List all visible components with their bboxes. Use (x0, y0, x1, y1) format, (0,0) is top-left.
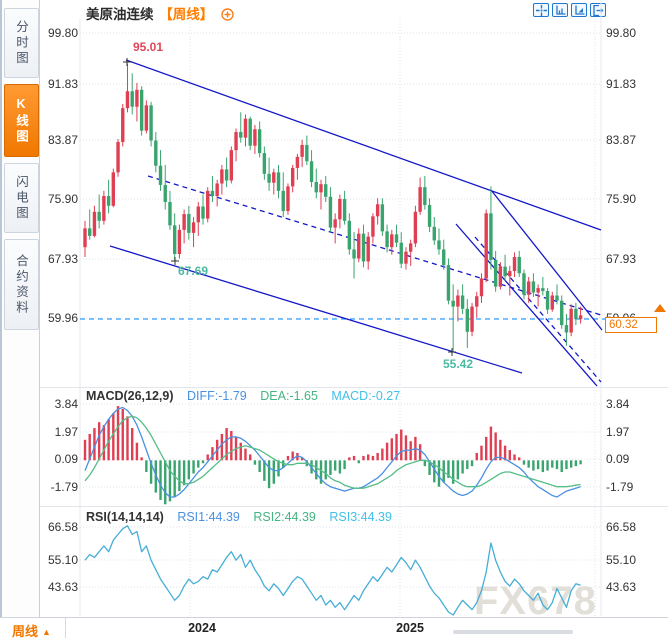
circle-plus-icon[interactable] (221, 8, 234, 24)
current-price-tag: 60.32 (605, 317, 657, 333)
axis-label: 1.97 (606, 425, 630, 439)
chart-title: 美原油连续 【周线】 (86, 3, 234, 24)
period-label: 【周线】 (159, 7, 214, 22)
axis-label: 55.10 (606, 553, 637, 567)
bottom-bar-divider (65, 618, 66, 638)
axis-play-icon[interactable] (571, 3, 587, 17)
axis-label: -1.79 (606, 480, 634, 494)
x-axis-label-2025: 2025 (396, 621, 424, 635)
axis-label: 75.90 (606, 192, 637, 206)
axis-label: 83.87 (606, 133, 637, 147)
sidebar-item-timeline-chart[interactable]: 分时图 (4, 8, 39, 78)
axis-label: 43.63 (606, 580, 637, 594)
axis-label: 66.58 (606, 520, 637, 534)
rsi-header: RSI(14,14,14) RSI1:44.39 RSI2:44.39 RSI3… (86, 510, 392, 524)
macd-dea-value: DEA:-1.65 (260, 389, 318, 403)
bottom-bar: 周线 ▲ 2024 2025 (0, 617, 668, 638)
period-selector[interactable]: 周线 ▲ (12, 624, 51, 638)
sidebar-item-contract-info[interactable]: 合约资料 (4, 239, 39, 330)
axis-label: 43.63 (47, 580, 78, 594)
rsi3-value: RSI3:44.39 (329, 510, 392, 524)
rsi-title: RSI(14,14,14) (86, 510, 164, 524)
axis-label: 3.84 (606, 397, 630, 411)
rsi2-value: RSI2:44.39 (253, 510, 316, 524)
price-annotation: 55.42 (443, 357, 473, 371)
sidebar: 分时图 K线图 闪电图 合约资料 (0, 0, 40, 617)
axis-label: 99.80 (47, 26, 78, 40)
macd-header: MACD(26,12,9) DIFF:-1.79 DEA:-1.65 MACD:… (86, 389, 400, 403)
grid-lines (79, 0, 602, 616)
axis-label: 55.10 (47, 553, 78, 567)
period-dropdown-arrow-icon: ▲ (42, 627, 51, 637)
sidebar-item-kline-chart[interactable]: K线图 (4, 84, 39, 157)
axis-range-icon[interactable] (552, 3, 568, 17)
horizontal-scrollbar[interactable] (453, 630, 573, 634)
price-series (83, 63, 583, 616)
axis-label: 1.97 (54, 425, 78, 439)
crosshair-icon[interactable] (533, 3, 549, 17)
price-annotation: 67.69 (178, 264, 208, 278)
panel-separator (40, 506, 668, 507)
axis-label: 59.96 (47, 311, 78, 325)
axis-label: 99.80 (606, 26, 637, 40)
exit-chart-icon[interactable] (590, 3, 606, 17)
symbol-name: 美原油连续 (86, 7, 154, 22)
axis-label: 66.58 (47, 520, 78, 534)
price-annotation: 95.01 (133, 40, 163, 54)
rsi1-value: RSI1:44.39 (177, 510, 240, 524)
macd-macd-value: MACD:-0.27 (331, 389, 401, 403)
axis-label: 67.93 (606, 252, 637, 266)
sidebar-item-flash-chart[interactable]: 闪电图 (4, 163, 39, 233)
axis-label: 83.87 (47, 133, 78, 147)
axis-label: 67.93 (47, 252, 78, 266)
axis-label: 91.83 (47, 77, 78, 91)
macd-title: MACD(26,12,9) (86, 389, 174, 403)
chart-annotations: 95.01 67.69 55.42 (123, 40, 473, 371)
axis-label: 91.83 (606, 77, 637, 91)
chart-toolbar (533, 3, 606, 17)
price-up-arrow-icon (654, 304, 666, 312)
axis-label: 75.90 (47, 192, 78, 206)
macd-diff-value: DIFF:-1.79 (187, 389, 247, 403)
trend-lines (80, 59, 653, 387)
axis-label: 3.84 (54, 397, 78, 411)
x-axis-label-2024: 2024 (188, 621, 216, 635)
axis-label: 0.09 (54, 452, 78, 466)
watermark: FX678 (474, 579, 597, 623)
axis-label: 0.09 (606, 452, 630, 466)
axis-label: -1.79 (50, 480, 78, 494)
panel-separator (40, 387, 668, 388)
